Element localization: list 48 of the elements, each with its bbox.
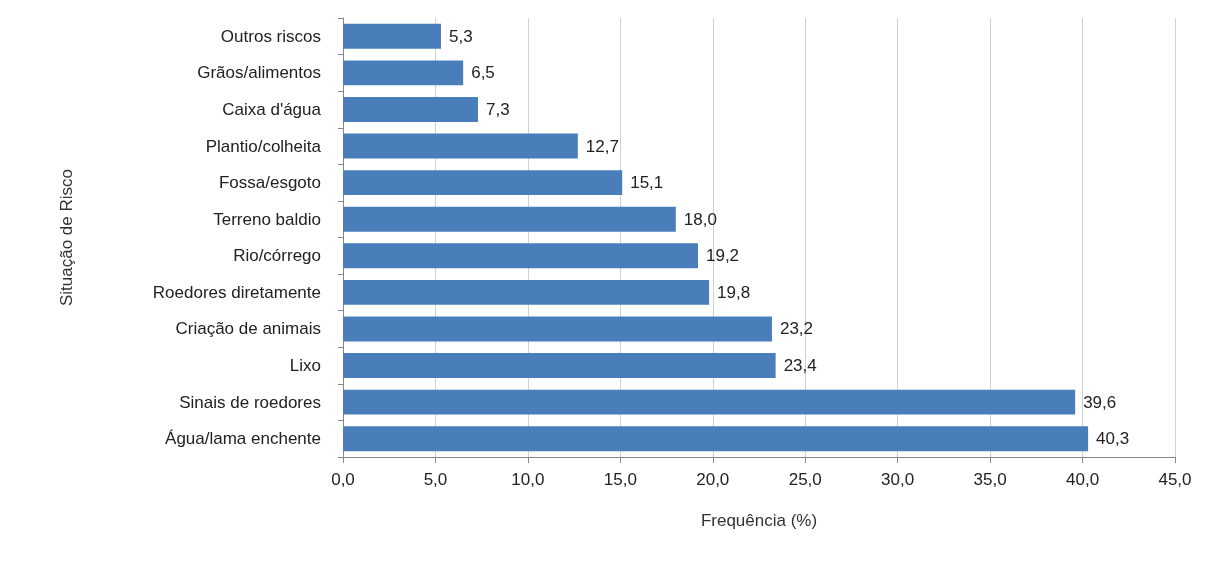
data-label: 23,4: [783, 356, 817, 376]
y-tick-label: Lixo: [289, 356, 321, 376]
data-label: 18,0: [683, 209, 717, 229]
x-tick-label: 35,0: [973, 470, 1007, 489]
y-tick-label: Terreno baldio: [213, 209, 321, 229]
bar: [343, 23, 441, 49]
bar: [343, 389, 1076, 415]
x-tick-label: 40,0: [1066, 470, 1100, 489]
bar: [343, 353, 776, 378]
x-tick-label: 30,0: [881, 470, 915, 489]
x-tick-label: 0,0: [331, 470, 355, 489]
bar: [343, 170, 623, 196]
y-tick-label: Rio/córrego: [233, 246, 321, 266]
x-tick-label: 5,0: [423, 470, 448, 489]
bar: [343, 133, 578, 159]
bar: [343, 243, 698, 269]
x-tick-label: 25,0: [788, 470, 822, 489]
bar: [343, 279, 710, 305]
x-tick-label: 20,0: [696, 470, 730, 489]
data-label: 6,5: [471, 63, 495, 83]
bar: [343, 97, 478, 122]
data-label: 39,6: [1083, 392, 1117, 412]
x-axis-title: Frequência (%): [700, 511, 818, 530]
x-tick-label: 15,0: [603, 470, 637, 489]
data-label: 23,2: [779, 319, 814, 339]
data-label: 19,2: [705, 246, 740, 266]
x-tick-label: 10,0: [511, 470, 545, 489]
y-tick-label: Sinais de roedores: [179, 392, 321, 412]
data-label: 19,8: [717, 282, 751, 302]
data-label: 40,3: [1096, 429, 1130, 449]
y-tick-label: Grãos/alimentos: [197, 63, 321, 83]
y-tick-label: Plantio/colheita: [205, 136, 322, 156]
data-label: 7,3: [485, 99, 510, 119]
y-tick-label: Outros riscos: [220, 26, 321, 46]
y-tick-label: Água/lama enchente: [165, 429, 321, 449]
y-tick-label: Fossa/esgoto: [218, 173, 321, 193]
data-label: 5,3: [448, 26, 473, 46]
y-axis-title: Situação de Risco: [57, 168, 76, 307]
bar: [343, 206, 676, 232]
bar: [343, 316, 772, 342]
bar: [343, 426, 1089, 452]
x-tick-label: 45,0: [1158, 470, 1192, 489]
y-tick-label: Roedores diretamente: [152, 282, 321, 302]
y-tick-label: Caixa d'água: [222, 99, 322, 119]
data-label: 12,7: [585, 136, 619, 156]
bar: [343, 60, 464, 86]
y-tick-label: Criação de animais: [175, 319, 321, 339]
data-label: 15,1: [630, 173, 664, 193]
